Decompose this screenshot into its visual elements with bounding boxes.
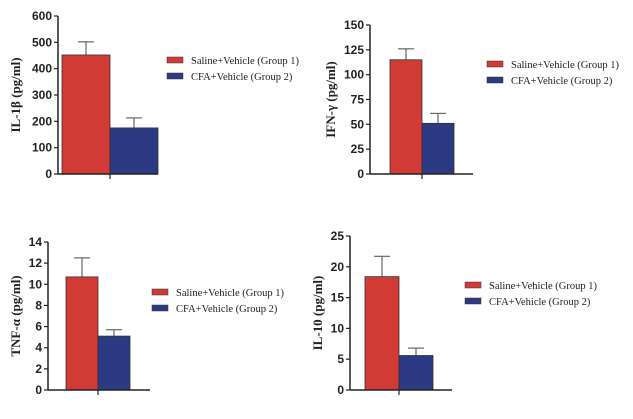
y-tick-label: 2 bbox=[35, 362, 42, 376]
y-tick-label: 10 bbox=[29, 277, 43, 291]
y-tick-label: 200 bbox=[32, 114, 52, 128]
legend-label: CFA+Vehicle (Group 2) bbox=[176, 304, 278, 315]
legend-label: Saline+Vehicle (Group 1) bbox=[191, 56, 299, 67]
bar-group2 bbox=[97, 335, 131, 391]
bar-group1 bbox=[364, 276, 400, 391]
y-axis-label: IL-10 (pg/ml) bbox=[310, 276, 325, 351]
legend-swatch-group2 bbox=[464, 297, 482, 305]
y-axis-label: IFN-γ (pg/ml) bbox=[323, 61, 338, 138]
legend-swatch-group1 bbox=[486, 60, 504, 68]
bar-group1 bbox=[65, 276, 99, 391]
bar-group2 bbox=[398, 355, 434, 391]
chart-panel-1: 0 100 200 300 400 500 600 IL-1β (pg/ml) Saline+V… bbox=[8, 9, 299, 181]
legend-swatch-group2 bbox=[166, 72, 184, 80]
chart-panel-4: 0 5 10 15 20 25 IL-10 (pg/ml) Saline+Vehicle (G… bbox=[310, 229, 597, 397]
y-tick-label: 300 bbox=[32, 88, 52, 102]
y-tick-label: 15 bbox=[331, 291, 345, 305]
y-tick-label: 50 bbox=[351, 117, 365, 131]
bar-group2 bbox=[421, 122, 455, 175]
y-tick-label: 8 bbox=[35, 298, 42, 312]
legend-swatch-group1 bbox=[464, 281, 482, 289]
legend-label: Saline+Vehicle (Group 1) bbox=[489, 281, 597, 292]
legend-label: CFA+Vehicle (Group 2) bbox=[511, 76, 613, 87]
y-axis-label: TNF-α (pg/ml) bbox=[8, 275, 23, 356]
y-tick-label: 400 bbox=[32, 62, 52, 76]
legend-label: CFA+Vehicle (Group 2) bbox=[191, 72, 293, 83]
y-tick-label: 100 bbox=[32, 141, 52, 155]
y-tick-label: 150 bbox=[344, 18, 364, 32]
chart-panel-3: 0 2 4 6 8 10 12 14 TNF-α (pg/ml) Saline+Vehicle (… bbox=[8, 235, 284, 397]
y-tick-label: 20 bbox=[331, 260, 345, 274]
bar-group1 bbox=[61, 54, 111, 175]
y-tick-label: 6 bbox=[35, 320, 42, 334]
y-tick-label: 0 bbox=[357, 167, 364, 181]
legend-swatch-group1 bbox=[151, 288, 169, 296]
y-tick-label: 600 bbox=[32, 9, 52, 23]
legend-label: CFA+Vehicle (Group 2) bbox=[489, 297, 591, 308]
y-tick-label: 0 bbox=[45, 167, 52, 181]
y-tick-label: 14 bbox=[29, 235, 43, 249]
y-tick-label: 4 bbox=[35, 341, 42, 355]
y-tick-label: 10 bbox=[331, 321, 345, 335]
y-tick-label: 500 bbox=[32, 35, 52, 49]
legend-label: Saline+Vehicle (Group 1) bbox=[176, 288, 284, 299]
y-tick-label: 75 bbox=[351, 93, 365, 107]
y-tick-label: 0 bbox=[35, 383, 42, 397]
y-axis-label: IL-1β (pg/ml) bbox=[8, 57, 23, 132]
bar-group2 bbox=[109, 127, 159, 175]
legend-label: Saline+Vehicle (Group 1) bbox=[511, 60, 619, 71]
legend-swatch-group1 bbox=[166, 56, 184, 64]
y-tick-label: 5 bbox=[337, 352, 344, 366]
chart-panel-2: 0 25 50 75 100 125 150 IFN-γ (pg/ml) Saline+Vehi… bbox=[323, 18, 619, 181]
y-tick-label: 100 bbox=[344, 68, 364, 82]
y-tick-label: 25 bbox=[351, 142, 365, 156]
legend-swatch-group2 bbox=[486, 76, 504, 84]
y-tick-label: 12 bbox=[29, 256, 43, 270]
y-tick-label: 25 bbox=[331, 229, 345, 243]
y-tick-label: 125 bbox=[344, 43, 364, 57]
legend-swatch-group2 bbox=[151, 304, 169, 312]
y-tick-label: 0 bbox=[337, 383, 344, 397]
bar-group1 bbox=[389, 59, 423, 175]
